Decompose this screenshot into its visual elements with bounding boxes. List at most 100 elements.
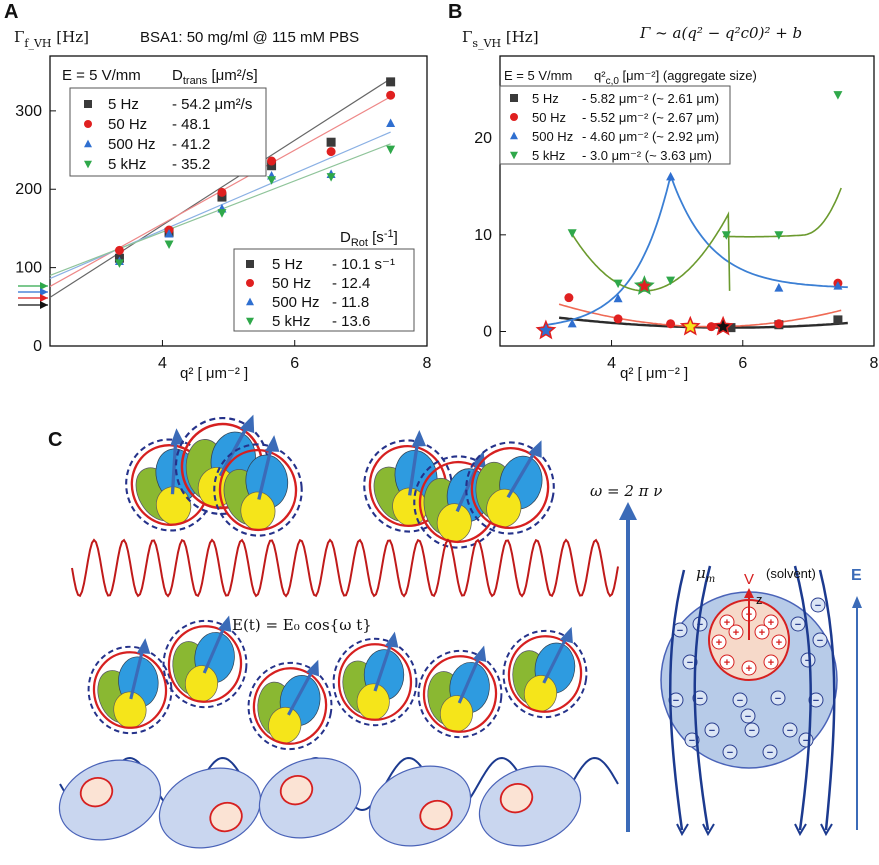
b-data-point bbox=[726, 323, 736, 333]
b-data-point bbox=[706, 322, 716, 332]
dipole-arrow bbox=[218, 424, 249, 477]
panel-b-frame bbox=[499, 55, 875, 347]
ion-symbols: ++++++++++−−−−−−−−−−−−−−−−−−−− bbox=[668, 597, 828, 760]
b-fit-curve bbox=[571, 211, 731, 292]
anion-sign: − bbox=[817, 635, 823, 647]
panel-a-ylabel-unit: [Hz] bbox=[52, 28, 89, 46]
omega-equation: ω = 2 π ν bbox=[590, 482, 662, 500]
panel-a-ylabel: Γf_VH [Hz] bbox=[14, 28, 89, 50]
b-ytick-label: 20 bbox=[474, 130, 492, 147]
dipole-arrow bbox=[542, 636, 568, 684]
anion-sign: − bbox=[787, 725, 793, 737]
dressed-particle bbox=[58, 759, 162, 841]
b-data-point bbox=[564, 293, 574, 303]
offset-arrow-black-icon bbox=[40, 301, 48, 309]
anion-sign: − bbox=[775, 693, 781, 705]
cation-icon bbox=[711, 634, 727, 650]
panel-a-drot-header-unit: [s bbox=[368, 229, 384, 246]
cation-sign: + bbox=[768, 617, 774, 629]
anion-sign: − bbox=[677, 625, 683, 637]
anion-icon bbox=[762, 744, 778, 760]
panel-b-q2-header-unit: [μm⁻²] (aggregate size) bbox=[619, 68, 757, 83]
panel-a-drot-header-close: ] bbox=[394, 229, 398, 246]
panel-a-dtrans-header-sub: trans bbox=[183, 75, 208, 87]
panel-a-axes: 4 6 8 0 100 200 300 bbox=[15, 103, 431, 372]
charged-core bbox=[279, 774, 314, 806]
dipole-arrow bbox=[129, 648, 145, 700]
a-data-point bbox=[164, 240, 174, 250]
a-ytick-label: 100 bbox=[15, 260, 42, 277]
b-data-point bbox=[613, 314, 623, 324]
a-data-point bbox=[386, 145, 396, 155]
a-ytick-label: 0 bbox=[33, 338, 42, 355]
panel-c-particles bbox=[87, 414, 588, 751]
cation-icon bbox=[719, 654, 735, 670]
b-xtick-label: 8 bbox=[870, 355, 879, 372]
legend-freq: 50 Hz bbox=[532, 110, 566, 125]
field-direction-label: E bbox=[851, 567, 862, 584]
panel-a-ylabel-main: Γ bbox=[14, 28, 24, 46]
cation-icon bbox=[771, 634, 787, 650]
hydration-shell bbox=[502, 629, 588, 719]
dipole-arrow bbox=[202, 625, 227, 674]
legend-value: - 48.1 bbox=[172, 116, 210, 133]
dipole-arrowhead-icon bbox=[411, 429, 427, 447]
anion-icon bbox=[808, 692, 824, 708]
panel-a-drot-header: DRot [s-1] bbox=[340, 228, 398, 249]
anion-icon bbox=[682, 654, 698, 670]
cation-sign: + bbox=[759, 627, 765, 639]
single-particle bbox=[332, 631, 418, 727]
dipole-arrowhead-icon bbox=[559, 626, 573, 644]
q2c0-star-icon bbox=[535, 319, 557, 340]
panel-b-fit-curves bbox=[545, 176, 848, 329]
anion-sign: − bbox=[815, 600, 821, 612]
legend-value: - 4.60 μm⁻² (~ 2.92 μm) bbox=[582, 129, 719, 144]
anion-icon bbox=[782, 722, 798, 738]
panel-c-cells bbox=[58, 757, 582, 849]
flow-line-4 bbox=[818, 569, 836, 831]
cation-sign: + bbox=[746, 663, 752, 675]
b-fit-curve bbox=[723, 187, 842, 238]
charged-core bbox=[499, 782, 534, 814]
b-data-point bbox=[567, 318, 577, 328]
panel-b-ylabel-unit: [Hz] bbox=[501, 28, 538, 46]
dipole-arrowhead-icon bbox=[239, 414, 255, 434]
panel-a-drot-header-exp: -1 bbox=[384, 228, 394, 240]
panel-b-legend bbox=[499, 85, 731, 165]
b-xtick-label: 4 bbox=[607, 355, 616, 372]
hydration-shell bbox=[332, 637, 418, 727]
charged-core bbox=[209, 801, 243, 833]
panel-a-xlabel: q² [ μm⁻² ] bbox=[180, 365, 248, 382]
velocity-label: V bbox=[744, 571, 754, 588]
legend-freq: 50 Hz bbox=[272, 275, 311, 292]
b-data-point bbox=[666, 171, 676, 181]
panel-a-dtrans-header-unit: [μm²/s] bbox=[207, 67, 257, 84]
dressed-particle bbox=[368, 765, 472, 847]
b-data-point bbox=[833, 315, 843, 325]
dipole-arrowhead-icon bbox=[471, 450, 486, 469]
panel-a-offset-arrows bbox=[18, 282, 48, 309]
dipole-arrowhead-icon bbox=[384, 631, 399, 648]
particle-ring bbox=[167, 625, 243, 703]
hydration-shell bbox=[162, 619, 248, 709]
panel-a-legend-rot bbox=[233, 248, 415, 332]
anion-sign: − bbox=[697, 619, 703, 631]
legend-value: - 13.6 bbox=[332, 313, 370, 330]
cation-sign: + bbox=[724, 657, 730, 669]
panel-a-dtrans-header-main: D bbox=[172, 67, 183, 84]
single-particle bbox=[87, 638, 173, 735]
counterion-cloud bbox=[158, 767, 262, 849]
anion-sign: − bbox=[813, 695, 819, 707]
particle-ring bbox=[507, 635, 583, 713]
legend-freq: 5 kHz bbox=[532, 148, 565, 163]
panel-a-legend-trans bbox=[69, 87, 267, 177]
anion-icon bbox=[790, 616, 806, 632]
panel-a-legend-rot-rows: 5 Hz - 10.1 s⁻¹ 50 Hz - 12.4 500 Hz - 11.8 5 k… bbox=[246, 256, 395, 330]
b-data-point bbox=[833, 281, 843, 290]
particle-ring bbox=[218, 448, 298, 532]
counterion-cloud bbox=[368, 765, 472, 847]
mobility-label: μm bbox=[696, 564, 715, 585]
dipole-arrow bbox=[170, 440, 178, 495]
anion-sign: − bbox=[689, 735, 695, 747]
legend-value: - 11.8 bbox=[332, 294, 369, 311]
